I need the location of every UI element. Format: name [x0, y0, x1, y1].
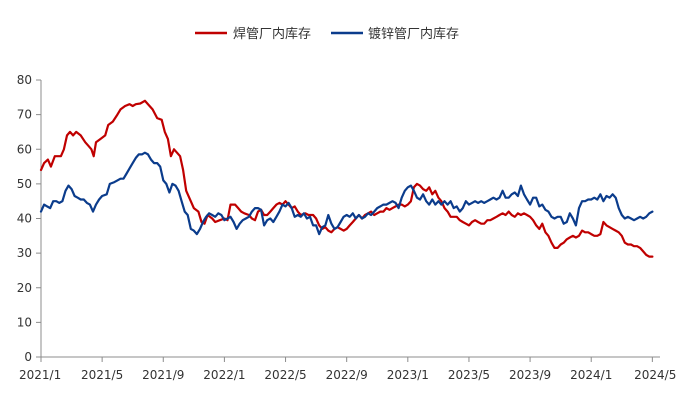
x-tick-label: 2021/1 — [19, 368, 61, 382]
y-tick-label: 40 — [17, 212, 32, 226]
x-tick-label: 2021/9 — [142, 368, 184, 382]
legend-label: 焊管厂内库存 — [233, 26, 311, 42]
legend-item-0: 焊管厂内库存 — [195, 26, 311, 42]
legend-label: 镀锌管厂内库存 — [368, 26, 459, 42]
legend: 焊管厂内库存 镀锌管厂内库存 — [195, 26, 459, 42]
x-axis: 2021/1 2021/5 2021/9 2022/1 2022/5 2022/9 2023… — [19, 356, 676, 382]
x-tick-label: 2023/5 — [448, 368, 490, 382]
x-tick-label: 2024/1 — [570, 368, 612, 382]
y-tick-label: 20 — [17, 281, 32, 295]
y-tick-label: 30 — [17, 246, 32, 260]
y-tick-label: 80 — [17, 73, 32, 87]
series-line-1 — [39, 151, 654, 236]
y-tick-label: 10 — [17, 315, 32, 329]
y-tick-label: 70 — [17, 108, 32, 122]
series-layer — [39, 99, 654, 258]
x-tick-label: 2022/1 — [203, 368, 245, 382]
x-tick-label: 2021/5 — [81, 368, 123, 382]
x-tick-label: 2023/9 — [509, 368, 551, 382]
x-tick-label: 2022/5 — [264, 368, 306, 382]
x-tick-label: 2022/9 — [326, 368, 368, 382]
y-tick-label: 60 — [17, 142, 32, 156]
y-tick-label: 0 — [24, 350, 32, 364]
x-tick-label: 2024/5 — [634, 368, 676, 382]
y-axis: 0 10 20 30 40 50 60 70 80 — [17, 73, 42, 364]
series-line-0 — [39, 99, 654, 258]
x-tick-label: 2023/1 — [387, 368, 429, 382]
legend-item-1: 镀锌管厂内库存 — [331, 26, 459, 42]
y-tick-label: 50 — [17, 177, 32, 191]
